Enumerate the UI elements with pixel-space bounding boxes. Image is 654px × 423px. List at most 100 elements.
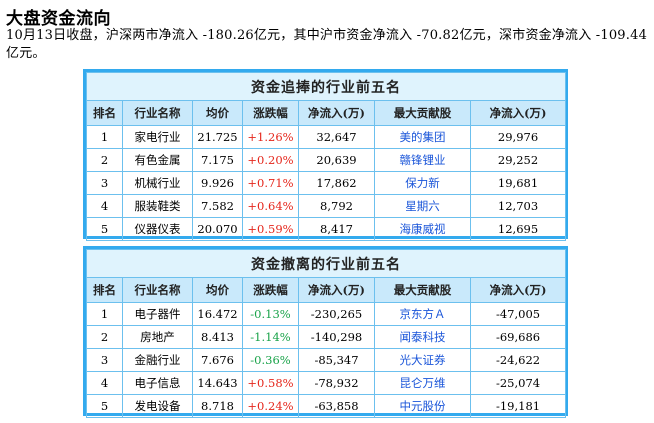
- change-cell: -0.13%: [242, 302, 299, 326]
- net-inflow-cell: 8,792: [298, 194, 375, 218]
- net-inflow-cell: -85,347: [298, 348, 375, 372]
- net-inflow-cell: 8,417: [298, 217, 375, 241]
- price-cell: 16.472: [192, 302, 243, 326]
- column-header: 行业名称: [122, 100, 193, 126]
- industry-cell: 仪器仪表: [122, 217, 193, 241]
- change-cell: +0.71%: [242, 171, 299, 195]
- rank-cell: 3: [86, 171, 123, 195]
- net-inflow-cell: 32,647: [298, 125, 375, 149]
- table-header-row: 排名 行业名称 均价 涨跌幅 净流入(万) 最大贡献股 净流入(万): [86, 100, 567, 126]
- column-header: 均价: [192, 100, 243, 126]
- column-header: 最大贡献股: [374, 277, 471, 303]
- column-header: 均价: [192, 277, 243, 303]
- column-header: 行业名称: [122, 277, 193, 303]
- top-stock-link[interactable]: 海康威视: [374, 217, 471, 241]
- net-inflow-cell: -63,858: [298, 394, 375, 418]
- top-stock-link[interactable]: 美的集团: [374, 125, 471, 149]
- change-cell: -1.14%: [242, 325, 299, 349]
- price-cell: 7.676: [192, 348, 243, 372]
- outflow-table: 资金撤离的行业前五名 排名 行业名称 均价 涨跌幅 净流入(万) 最大贡献股 净…: [83, 246, 568, 418]
- column-header: 最大贡献股: [374, 100, 471, 126]
- top-stock-link[interactable]: 闻泰科技: [374, 325, 471, 349]
- table-row: 5 发电设备 8.718 +0.24% -63,858 中元股份 -19,181: [86, 394, 567, 418]
- change-cell: +0.24%: [242, 394, 299, 418]
- change-cell: +0.20%: [242, 148, 299, 172]
- price-cell: 20.070: [192, 217, 243, 241]
- rank-cell: 4: [86, 371, 123, 395]
- industry-cell: 发电设备: [122, 394, 193, 418]
- price-cell: 14.643: [192, 371, 243, 395]
- top-stock-link[interactable]: 星期六: [374, 194, 471, 218]
- change-cell: +0.58%: [242, 371, 299, 395]
- industry-cell: 电子器件: [122, 302, 193, 326]
- price-cell: 9.926: [192, 171, 243, 195]
- stock-net-inflow-cell: -24,622: [469, 348, 567, 372]
- rank-cell: 2: [86, 148, 123, 172]
- rank-cell: 3: [86, 348, 123, 372]
- industry-cell: 电子信息: [122, 371, 193, 395]
- table-row: 4 服装鞋类 7.582 +0.64% 8,792 星期六 12,703: [86, 194, 567, 218]
- rank-cell: 1: [86, 302, 123, 326]
- industry-cell: 金融行业: [122, 348, 193, 372]
- top-stock-link[interactable]: 保力新: [374, 171, 471, 195]
- net-inflow-cell: 17,862: [298, 171, 375, 195]
- price-cell: 7.175: [192, 148, 243, 172]
- stock-net-inflow-cell: -69,686: [469, 325, 567, 349]
- column-header: 净流入(万): [469, 277, 567, 303]
- table-row: 5 仪器仪表 20.070 +0.59% 8,417 海康威视 12,695: [86, 217, 567, 241]
- table-row: 1 电子器件 16.472 -0.13% -230,265 京东方Ａ -47,005: [86, 302, 567, 326]
- rank-cell: 5: [86, 217, 123, 241]
- column-header: 涨跌幅: [242, 100, 299, 126]
- top-stock-link[interactable]: 光大证券: [374, 348, 471, 372]
- market-summary: 10月13日收盘，沪深两市净流入 -180.26亿元，其中沪市资金净流入 -70…: [6, 28, 648, 61]
- inflow-table-caption: 资金追捧的行业前五名: [85, 72, 567, 101]
- change-cell: +1.26%: [242, 125, 299, 149]
- stock-net-inflow-cell: 29,252: [469, 148, 567, 172]
- rank-cell: 4: [86, 194, 123, 218]
- change-cell: +0.59%: [242, 217, 299, 241]
- column-header: 涨跌幅: [242, 277, 299, 303]
- net-inflow-cell: -140,298: [298, 325, 375, 349]
- industry-cell: 有色金属: [122, 148, 193, 172]
- stock-net-inflow-cell: 12,695: [469, 217, 567, 241]
- inflow-table: 资金追捧的行业前五名 排名 行业名称 均价 涨跌幅 净流入(万) 最大贡献股 净…: [83, 69, 568, 241]
- rank-cell: 1: [86, 125, 123, 149]
- column-header: 排名: [86, 277, 123, 303]
- stock-net-inflow-cell: 12,703: [469, 194, 567, 218]
- page-title: 大盘资金流向: [6, 9, 111, 29]
- table-row: 2 房地产 8.413 -1.14% -140,298 闻泰科技 -69,686: [86, 325, 567, 349]
- column-header: 净流入(万): [298, 100, 375, 126]
- net-inflow-cell: -78,932: [298, 371, 375, 395]
- industry-cell: 服装鞋类: [122, 194, 193, 218]
- net-inflow-cell: 20,639: [298, 148, 375, 172]
- stock-net-inflow-cell: -47,005: [469, 302, 567, 326]
- top-stock-link[interactable]: 赣锋锂业: [374, 148, 471, 172]
- price-cell: 8.718: [192, 394, 243, 418]
- column-header: 排名: [86, 100, 123, 126]
- table-row: 1 家电行业 21.725 +1.26% 32,647 美的集团 29,976: [86, 125, 567, 149]
- price-cell: 7.582: [192, 194, 243, 218]
- stock-net-inflow-cell: -19,181: [469, 394, 567, 418]
- stock-net-inflow-cell: 29,976: [469, 125, 567, 149]
- price-cell: 21.725: [192, 125, 243, 149]
- column-header: 净流入(万): [469, 100, 567, 126]
- net-inflow-cell: -230,265: [298, 302, 375, 326]
- table-row: 4 电子信息 14.643 +0.58% -78,932 昆仑万维 -25,074: [86, 371, 567, 395]
- industry-cell: 家电行业: [122, 125, 193, 149]
- top-stock-link[interactable]: 昆仑万维: [374, 371, 471, 395]
- column-header: 净流入(万): [298, 277, 375, 303]
- top-stock-link[interactable]: 京东方Ａ: [374, 302, 471, 326]
- top-stock-link[interactable]: 中元股份: [374, 394, 471, 418]
- change-cell: -0.36%: [242, 348, 299, 372]
- table-header-row: 排名 行业名称 均价 涨跌幅 净流入(万) 最大贡献股 净流入(万): [86, 277, 567, 303]
- table-row: 3 机械行业 9.926 +0.71% 17,862 保力新 19,681: [86, 171, 567, 195]
- rank-cell: 5: [86, 394, 123, 418]
- price-cell: 8.413: [192, 325, 243, 349]
- table-row: 3 金融行业 7.676 -0.36% -85,347 光大证券 -24,622: [86, 348, 567, 372]
- rank-cell: 2: [86, 325, 123, 349]
- industry-cell: 机械行业: [122, 171, 193, 195]
- table-row: 2 有色金属 7.175 +0.20% 20,639 赣锋锂业 29,252: [86, 148, 567, 172]
- outflow-table-caption: 资金撤离的行业前五名: [85, 249, 567, 278]
- change-cell: +0.64%: [242, 194, 299, 218]
- industry-cell: 房地产: [122, 325, 193, 349]
